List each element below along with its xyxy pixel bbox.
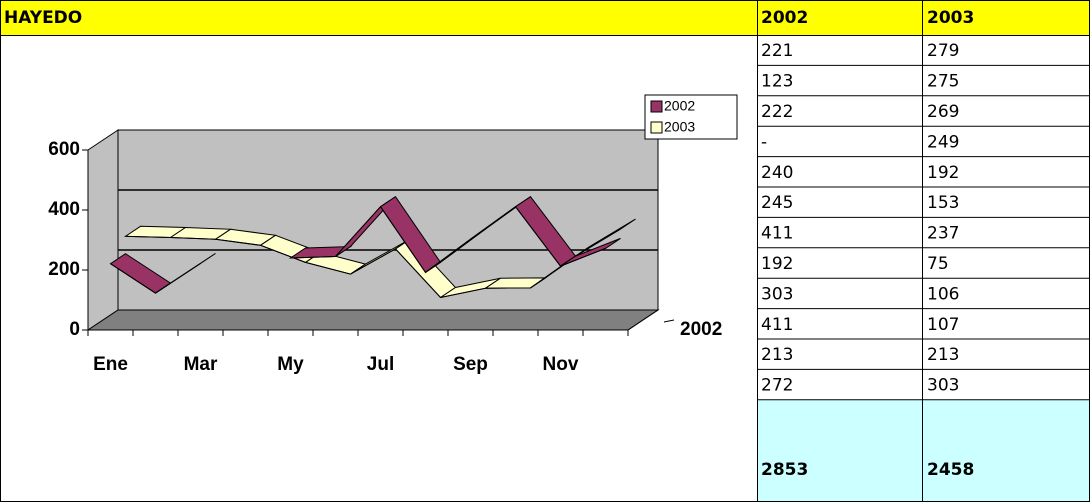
- legend-swatch: [650, 121, 663, 134]
- series-line: [110, 262, 201, 294]
- table-cell: 245: [761, 193, 793, 213]
- table-cell: 153: [927, 193, 959, 213]
- series-line: [125, 228, 621, 299]
- depth-tick: [663, 319, 675, 323]
- y-tick-label: 200: [48, 259, 80, 280]
- depth-axis: [627, 309, 659, 331]
- legend-swatch: [650, 100, 663, 113]
- total-cell: 2458: [927, 460, 974, 480]
- depth-label: 2002: [680, 319, 722, 340]
- table-cell: 213: [761, 345, 793, 365]
- column-header: 2002: [761, 8, 808, 28]
- x-tick-label: Sep: [453, 354, 488, 375]
- table-cell: 192: [761, 254, 793, 274]
- table-cell: 249: [927, 132, 959, 152]
- table-cell: 237: [927, 224, 959, 244]
- table-cell: 272: [761, 376, 793, 396]
- table-cell: 106: [927, 284, 959, 304]
- table-cell: 192: [927, 163, 959, 183]
- y-tick-label: 0: [69, 319, 80, 340]
- x-tick-label: Jul: [367, 354, 394, 375]
- table-cell: 75: [927, 254, 949, 274]
- table-cell: -: [761, 132, 767, 152]
- y-tick-label: 400: [48, 199, 80, 220]
- table-cell: 411: [761, 315, 793, 335]
- table-cell: 303: [927, 376, 959, 396]
- table-cell: 240: [761, 163, 793, 183]
- table-cell: 123: [761, 72, 793, 92]
- table-cell: 269: [927, 102, 959, 122]
- table-cell: 279: [927, 41, 959, 61]
- x-tick-label: Nov: [543, 354, 579, 375]
- table-cell: 275: [927, 72, 959, 92]
- table-cell: 107: [927, 315, 959, 335]
- table-cell: 303: [761, 284, 793, 304]
- side-wall: [87, 129, 119, 331]
- series-line: [290, 205, 606, 274]
- header-row: [0, 0, 1090, 35]
- column-header: 2003: [927, 8, 974, 28]
- floor: [86, 309, 660, 331]
- table-cell: 411: [761, 224, 793, 244]
- sheet-title: HAYEDO: [4, 8, 82, 28]
- total-cell: 2853: [761, 460, 808, 480]
- legend-label: 2003: [664, 119, 695, 135]
- table-cell: 221: [761, 41, 793, 61]
- totals-row: [757, 400, 1090, 502]
- table-cell: 222: [761, 102, 793, 122]
- legend-label: 2002: [664, 98, 695, 114]
- x-tick-label: Ene: [93, 354, 128, 375]
- y-tick-label: 600: [48, 139, 80, 160]
- back-wall: [117, 129, 659, 311]
- x-tick-label: My: [277, 354, 304, 375]
- x-tick-label: Mar: [184, 354, 218, 375]
- table-cell: 213: [927, 345, 959, 365]
